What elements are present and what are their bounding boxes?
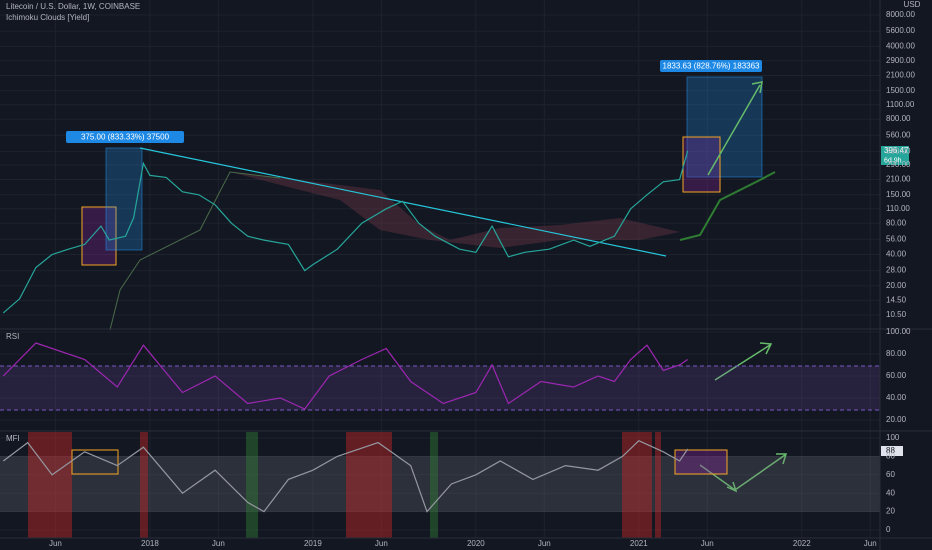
x-tick-label: 2019 bbox=[304, 539, 322, 548]
y-tick-label: 80.00 bbox=[886, 218, 907, 227]
y-tick-label: 4000.00 bbox=[886, 41, 915, 50]
ichimoku-span-future bbox=[679, 171, 776, 241]
measure-label: 375.00 (833.33%) 37500 bbox=[81, 133, 170, 142]
y-tick-label: 20.00 bbox=[886, 415, 907, 424]
arrow bbox=[714, 342, 773, 381]
y-tick-label: 2100.00 bbox=[886, 71, 915, 80]
x-tick-label: 2022 bbox=[793, 539, 811, 548]
mfi-band bbox=[0, 456, 880, 512]
y-tick-label: 1500.00 bbox=[886, 86, 915, 95]
series-line bbox=[2, 150, 689, 314]
y-tick-label: 28.00 bbox=[886, 266, 907, 275]
mfi-zone bbox=[346, 432, 392, 538]
x-tick-label: Jun bbox=[212, 539, 225, 548]
measure-label-bg bbox=[66, 131, 184, 143]
y-tick-label: 80.00 bbox=[886, 349, 907, 358]
mfi-zones bbox=[28, 432, 661, 538]
series-line bbox=[2, 439, 689, 513]
y-tick-label: 8000.00 bbox=[886, 10, 915, 19]
y-tick-label: 150.00 bbox=[886, 190, 911, 199]
y-tick-label: 100.00 bbox=[886, 327, 911, 336]
x-tick-label: 2021 bbox=[630, 539, 648, 548]
mfi-zone bbox=[622, 432, 652, 538]
measure-label: 1833.63 (828.76%) 183363 bbox=[663, 62, 761, 71]
panel-title: RSI bbox=[6, 332, 19, 341]
grid bbox=[0, 0, 880, 538]
countdown: 6d 9h bbox=[884, 157, 902, 164]
rsi-band bbox=[0, 366, 880, 410]
highlight-box bbox=[81, 206, 117, 266]
y-tick-label: 80 bbox=[886, 451, 895, 460]
y-tick-label: 10.50 bbox=[886, 310, 907, 319]
y-tick-label: 60.00 bbox=[886, 371, 907, 380]
marks bbox=[2, 150, 689, 513]
y-tick-label: 210.00 bbox=[886, 175, 911, 184]
highlight-box bbox=[674, 449, 728, 475]
y-tick-label: 290.00 bbox=[886, 160, 911, 169]
last-price: 396.47 bbox=[884, 146, 909, 155]
symbol-title: Litecoin / U.S. Dollar, 1W, COINBASE bbox=[6, 2, 140, 11]
x-tick-label: Jun bbox=[701, 539, 714, 548]
series-line bbox=[2, 342, 689, 410]
y-tick-label: 20 bbox=[886, 507, 895, 516]
y-tick-label: 800.00 bbox=[886, 114, 911, 123]
mfi-zone bbox=[28, 432, 72, 538]
x-tick-label: Jun bbox=[864, 539, 877, 548]
ichimoku-span bbox=[109, 171, 281, 331]
mfi-zone bbox=[430, 432, 438, 538]
mfi-last: 88 bbox=[886, 446, 895, 455]
measure-box bbox=[686, 76, 763, 178]
y-tick-label: 5600.00 bbox=[886, 26, 915, 35]
arrow bbox=[707, 81, 763, 176]
ichimoku-cloud bbox=[230, 172, 680, 248]
y-tick-label: 14.50 bbox=[886, 295, 907, 304]
y-tick-label: 56.00 bbox=[886, 234, 907, 243]
mfi-zone bbox=[140, 432, 148, 538]
highlight-box bbox=[71, 449, 119, 475]
y-tick-label: 40 bbox=[886, 488, 895, 497]
y-tick-label: 100 bbox=[886, 433, 900, 442]
y-tick-label: 110.00 bbox=[886, 204, 910, 213]
y-tick-label: 390.00 bbox=[886, 147, 911, 156]
y-tick-label: 40.00 bbox=[886, 393, 907, 402]
countdown-badge bbox=[881, 156, 909, 165]
x-tick-label: Jun bbox=[375, 539, 388, 548]
y-tick-label: 0 bbox=[886, 525, 891, 534]
panel-title: MFI bbox=[6, 434, 20, 443]
x-tick-label: 2018 bbox=[141, 539, 159, 548]
x-tick-label: Jun bbox=[538, 539, 551, 548]
x-tick-label: 2020 bbox=[467, 539, 485, 548]
price-badge bbox=[881, 146, 909, 156]
indicator-title: Ichimoku Clouds [Yield] bbox=[6, 13, 89, 22]
y-tick-label: 1100.00 bbox=[886, 100, 915, 109]
y-tick-label: 2900.00 bbox=[886, 56, 915, 65]
x-tick-label: Jun bbox=[49, 539, 62, 548]
measure-label-bg bbox=[660, 60, 762, 72]
y-tick-label: 560.00 bbox=[886, 130, 911, 139]
y-tick-label: 40.00 bbox=[886, 250, 907, 259]
mfi-zone bbox=[246, 432, 258, 538]
mfi-badge bbox=[881, 446, 903, 456]
y-tick-label: 20.00 bbox=[886, 281, 907, 290]
measure-box bbox=[105, 147, 143, 251]
arrows bbox=[699, 81, 788, 493]
arrow bbox=[699, 453, 788, 493]
y-tick-label: 60 bbox=[886, 470, 895, 479]
mfi-zone bbox=[655, 432, 661, 538]
currency: USD bbox=[904, 0, 921, 9]
